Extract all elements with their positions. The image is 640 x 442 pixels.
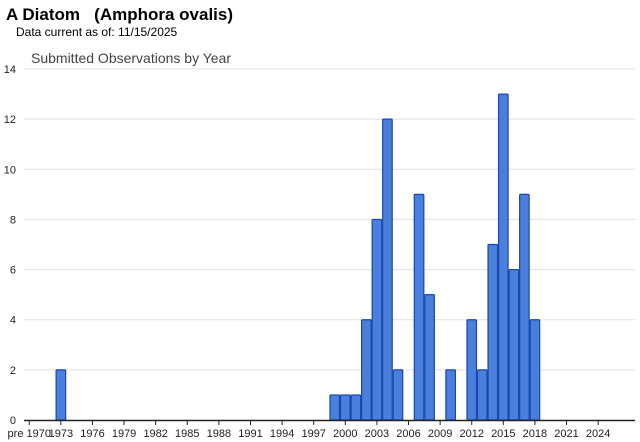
bar-2001 [350,394,362,421]
x-tick-label: 2006 [396,428,420,440]
x-tick-label: 1991 [238,428,262,440]
y-tick-label: 4 [10,315,16,327]
bar-2008 [424,294,435,421]
y-tick-label: 12 [4,114,16,126]
bar-1973 [55,369,67,421]
x-tick-label: 2012 [459,428,483,440]
y-tick-label: 0 [10,415,16,427]
x-tick-label: pre 1970 [8,428,51,440]
x-tick-label: 2009 [428,428,452,440]
x-tick-label: 2024 [586,428,610,440]
bar-2004 [382,118,393,421]
bar-2003 [371,218,383,421]
x-tick-label: 1988 [207,428,231,440]
bar-2002 [361,319,372,421]
x-tick-label: 1997 [301,428,325,440]
x-tick-label: 2015 [491,428,515,440]
bar-2014 [487,243,499,421]
bar-2007 [413,193,425,421]
data-current-date: Data current as of: 11/15/2025 [16,25,178,39]
bar-2000 [339,394,351,421]
x-tick-label: 1973 [49,428,73,440]
bar-2005 [392,369,404,421]
bar-2010 [445,369,457,421]
x-tick-label: 1976 [80,428,104,440]
x-tick-label: 2021 [554,428,578,440]
x-tick-label: 1985 [175,428,199,440]
bar-1999 [329,394,341,421]
x-tick-label: 2018 [523,428,547,440]
bar-2017 [519,193,530,421]
y-tick-label: 2 [10,365,16,377]
y-tick-label: 8 [10,214,16,226]
x-tick-label: 1982 [143,428,167,440]
bar-2015 [497,93,509,421]
chart-title: Submitted Observations by Year [31,50,231,66]
page-title: A Diatom (Amphora ovalis) [6,5,234,24]
bar-2012 [466,319,478,421]
bar-2016 [508,268,520,421]
y-tick-label: 10 [4,164,16,176]
y-tick-label: 14 [4,64,16,76]
bar-2013 [476,369,488,421]
x-tick-label: 2000 [333,428,357,440]
y-tick-label: 6 [10,265,16,277]
x-tick-label: 2003 [365,428,389,440]
bar-2018 [529,319,541,421]
x-tick-label: 1979 [112,428,136,440]
x-tick-label: 1994 [270,428,294,440]
